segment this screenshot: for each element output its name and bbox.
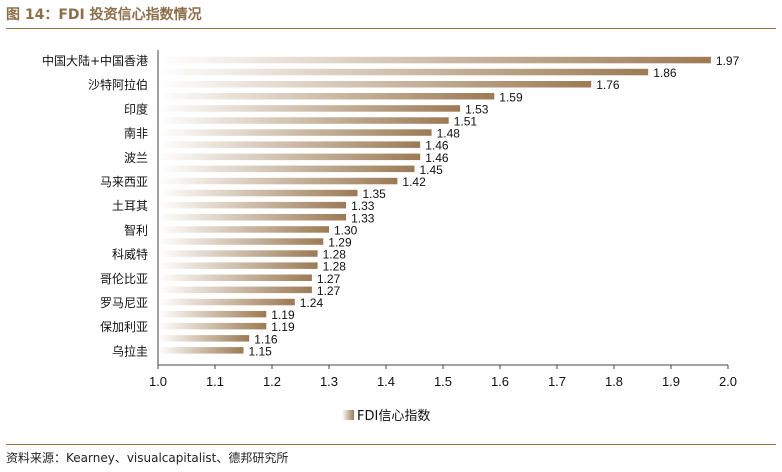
bar-6 <box>158 129 432 136</box>
x-tick-label: 1.5 <box>434 374 452 389</box>
bar-value-label: 1.33 <box>351 211 375 225</box>
bar-value-label: 1.35 <box>363 187 387 201</box>
bar-18 <box>158 274 312 281</box>
x-tick-label: 1.7 <box>548 374 566 389</box>
bar-21 <box>158 310 267 318</box>
category-label: 中国大陆+中国香港 <box>42 53 148 68</box>
bar-value-label: 1.30 <box>334 223 358 237</box>
category-label: 乌拉圭 <box>112 343 148 358</box>
bar-22 <box>158 322 267 330</box>
bar-16 <box>158 250 318 257</box>
bar-value-label: 1.19 <box>271 320 295 334</box>
category-label: 土耳其 <box>112 199 148 213</box>
bar-value-label: 1.97 <box>716 54 740 68</box>
category-label: 智利 <box>124 222 148 237</box>
bar-12 <box>158 201 347 209</box>
bar-value-label: 1.16 <box>254 332 278 346</box>
bar-8 <box>158 153 421 161</box>
bar-5 <box>158 117 449 124</box>
category-label: 波兰 <box>124 151 148 165</box>
bar-value-label: 1.53 <box>465 102 489 116</box>
bar-9 <box>158 165 415 173</box>
footer-divider <box>6 444 776 445</box>
bar-value-label: 1.76 <box>596 78 620 92</box>
bar-3 <box>158 93 495 100</box>
bar-23 <box>158 335 250 342</box>
bar-1 <box>158 68 649 76</box>
bar-2 <box>158 81 592 88</box>
source-note: 资料来源：Kearney、visualcapitalist、德邦研究所 <box>6 451 289 465</box>
category-label: 哥伦比亚 <box>100 271 148 286</box>
bar-value-label: 1.45 <box>420 163 444 177</box>
x-tick-label: 2.0 <box>719 374 737 389</box>
bar-value-label: 1.24 <box>300 296 324 310</box>
x-tick-label: 1.1 <box>206 374 224 389</box>
category-label: 罗马尼亚 <box>100 296 148 310</box>
bar-20 <box>158 298 295 306</box>
bar-11 <box>158 189 358 197</box>
x-tick-label: 1.0 <box>149 374 167 389</box>
category-label: 印度 <box>124 101 148 116</box>
x-tick-label: 1.2 <box>263 374 281 389</box>
title-divider <box>6 28 776 29</box>
x-tick-label: 1.3 <box>320 374 338 389</box>
bar-value-label: 1.29 <box>328 236 352 250</box>
figure-title: 图 14：FDI 投资信心指数情况 <box>6 7 202 23</box>
bar-value-label: 1.28 <box>323 248 347 262</box>
bar-value-label: 1.46 <box>425 151 449 165</box>
fdi-bar-chart: 1.97中国大陆+中国香港1.861.76沙特阿拉伯1.591.53印度1.51… <box>42 50 740 424</box>
legend-label: FDI信心指数 <box>357 409 430 424</box>
x-tick-label: 1.4 <box>377 374 395 389</box>
legend-swatch <box>342 410 354 420</box>
bar-19 <box>158 286 312 294</box>
bar-value-label: 1.86 <box>653 66 677 80</box>
bar-15 <box>158 238 324 245</box>
bar-value-label: 1.27 <box>317 272 341 286</box>
bar-value-label: 1.19 <box>271 308 295 322</box>
bar-value-label: 1.28 <box>323 260 347 274</box>
bar-value-label: 1.46 <box>425 139 449 153</box>
bar-13 <box>158 214 347 221</box>
bar-10 <box>158 177 398 185</box>
bar-14 <box>158 226 329 233</box>
bar-value-label: 1.27 <box>317 284 341 298</box>
bar-17 <box>158 262 318 269</box>
x-tick-label: 1.9 <box>662 374 680 389</box>
category-label: 沙特阿拉伯 <box>88 77 148 92</box>
bar-value-label: 1.59 <box>499 90 523 104</box>
x-tick-label: 1.6 <box>491 374 509 389</box>
x-tick-label: 1.8 <box>605 374 623 389</box>
bar-value-label: 1.48 <box>437 127 461 141</box>
bar-7 <box>158 141 421 148</box>
bar-value-label: 1.51 <box>454 115 478 129</box>
bar-value-label: 1.15 <box>249 344 273 358</box>
category-label: 科威特 <box>112 247 148 262</box>
bar-24 <box>158 347 244 354</box>
category-label: 南非 <box>124 126 148 141</box>
category-label: 马来西亚 <box>100 175 148 189</box>
bar-value-label: 1.42 <box>402 175 426 189</box>
bar-4 <box>158 105 461 112</box>
bar-value-label: 1.33 <box>351 199 375 213</box>
category-label: 保加利亚 <box>100 320 148 334</box>
bar-0 <box>158 56 711 64</box>
